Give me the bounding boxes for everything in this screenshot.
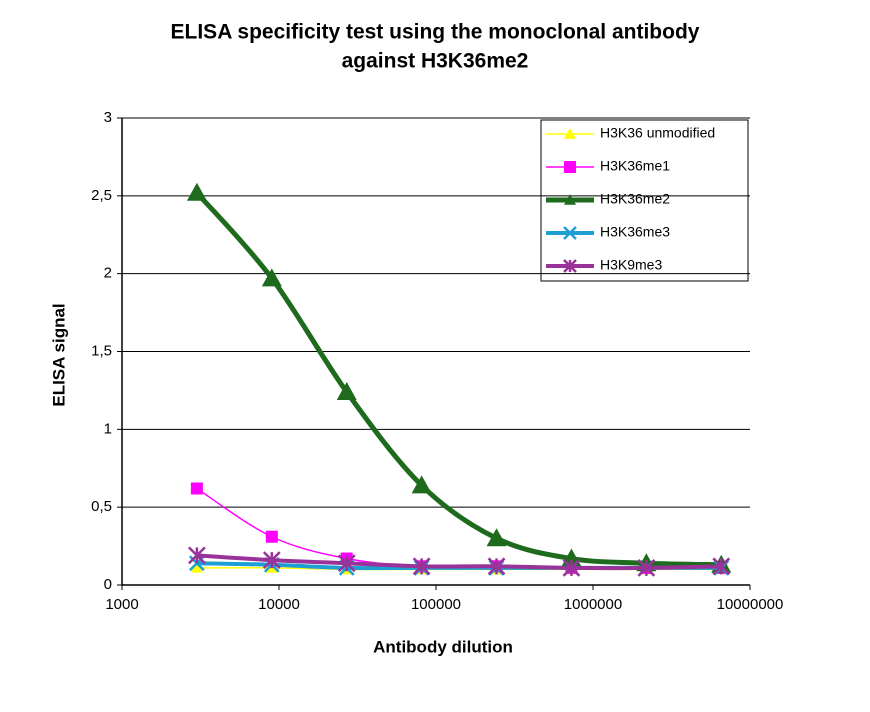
- marker: [262, 551, 281, 569]
- x-axis-label: Antibody dilution: [373, 637, 513, 656]
- marker: [564, 194, 576, 205]
- marker: [564, 161, 576, 173]
- marker: [188, 546, 206, 565]
- y-tick-label: 1,5: [91, 342, 112, 359]
- series-line: [196, 553, 722, 571]
- y-tick-label: 0,5: [91, 498, 112, 515]
- y-tick-label: 3: [104, 109, 112, 126]
- y-tick-label: 1: [104, 420, 112, 437]
- marker: [411, 475, 432, 494]
- marker: [337, 554, 356, 573]
- marker: [336, 381, 357, 400]
- legend-label: H3K9me3: [600, 257, 662, 273]
- legend-label: H3K36me1: [600, 158, 670, 174]
- marker: [563, 226, 577, 240]
- marker: [265, 530, 278, 543]
- marker: [563, 259, 577, 273]
- legend-label: H3K36me3: [600, 224, 670, 240]
- y-tick-label: 2,5: [91, 187, 112, 204]
- marker: [412, 557, 431, 576]
- marker: [712, 557, 731, 576]
- marker: [486, 528, 507, 547]
- x-tick-label: 1000: [105, 596, 138, 613]
- marker: [190, 561, 203, 573]
- chart-title: ELISA specificity test using the monoclo…: [171, 21, 700, 44]
- marker: [261, 268, 282, 287]
- x-tick-label: 1000000: [564, 596, 622, 613]
- x-tick-label: 100000: [411, 596, 461, 613]
- legend-label: H3K36me2: [600, 191, 670, 207]
- marker: [487, 557, 506, 576]
- marker: [190, 482, 203, 495]
- legend-label: H3K36 unmodified: [600, 125, 715, 141]
- marker: [186, 182, 207, 201]
- chart-title: against H3K36me2: [342, 50, 529, 73]
- x-tick-label: 10000: [258, 596, 300, 613]
- x-tick-label: 10000000: [717, 596, 784, 613]
- y-tick-label: 2: [104, 265, 112, 282]
- y-axis-label: ELISA signal: [49, 303, 68, 406]
- marker: [562, 558, 581, 577]
- marker: [637, 558, 656, 577]
- marker: [564, 128, 576, 139]
- y-tick-label: 0: [104, 576, 112, 593]
